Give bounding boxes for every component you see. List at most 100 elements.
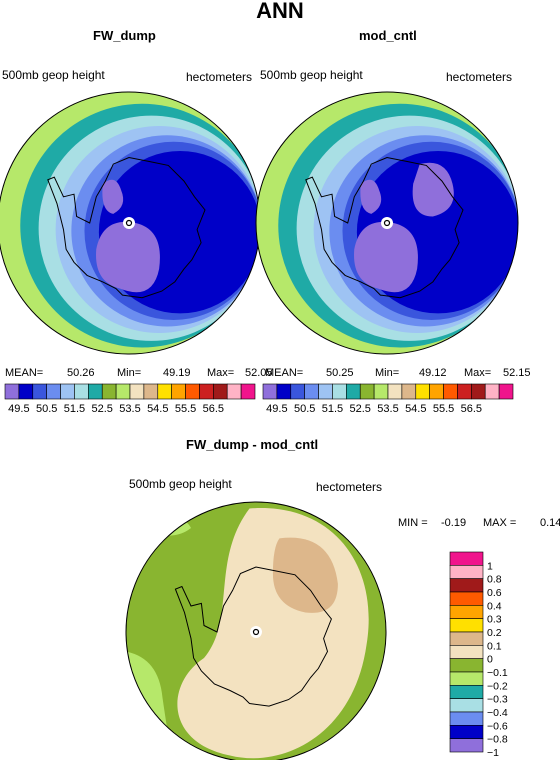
colorbar-swatch: [449, 631, 484, 646]
diff-colorbar: 1 0.80.60.4 0.30.20.1 0−0.1−0.2 −0.3−0.4−0.6…: [449, 551, 508, 759]
colorbar-tick-label: 55.5: [433, 403, 454, 415]
colorbar-swatch: [484, 383, 500, 400]
colorbar-swatch: [88, 383, 103, 400]
diff-title: FW_dump - mod_cntl: [186, 437, 319, 452]
colorbar-swatch: [449, 671, 484, 686]
colorbar-tick-label: 56.5: [461, 403, 482, 415]
colorbar-swatch: [185, 383, 200, 400]
colorbar-swatch: [262, 383, 278, 400]
colorbar-tick-label: 0.1: [487, 640, 502, 652]
panel-1-mean-label: MEAN=: [5, 367, 44, 379]
colorbar-swatch: [157, 383, 172, 400]
colorbar-tick-label: 53.5: [377, 403, 398, 415]
panel-1-left-label: 500mb geop height: [2, 68, 105, 82]
panel-2-mean-label: MEAN=: [265, 367, 304, 379]
low-region-south: [354, 221, 418, 293]
colorbar-swatch: [46, 383, 61, 400]
colorbar-tick-label: −0.1: [487, 667, 508, 679]
colorbar-tick-label: −1: [487, 747, 499, 759]
diff-min-value: -0.19: [441, 517, 467, 529]
panel-2-map: [255, 91, 519, 355]
colorbar-swatch: [101, 383, 117, 400]
pole-ring: [125, 219, 133, 227]
colorbar-tick-label: −0.4: [487, 707, 508, 719]
colorbar-tick-label: 51.5: [64, 403, 85, 415]
colorbar-swatch: [401, 383, 417, 400]
colorbar-swatch: [449, 685, 484, 699]
colorbar-swatch: [449, 645, 484, 659]
colorbar-swatch: [290, 383, 305, 400]
colorbar-tick-label: 1: [487, 560, 493, 572]
colorbar-tick-label: 54.5: [147, 403, 168, 415]
colorbar-swatch: [226, 383, 242, 400]
colorbar-tick-label: 50.5: [294, 403, 315, 415]
diff-high-region: [272, 537, 338, 613]
coastline: [305, 156, 464, 299]
coastline: [174, 566, 332, 707]
panel-1-max-value: 52.05: [245, 367, 273, 379]
colorbar-swatch: [171, 383, 186, 400]
colorbar-tick-label: 0.6: [487, 587, 502, 599]
colorbar-swatch: [457, 383, 472, 400]
panel-1-max-label: Max=: [207, 367, 235, 379]
colorbar-tick-label: 56.5: [203, 403, 224, 415]
diff-map: [125, 501, 387, 760]
colorbar-swatch: [18, 383, 34, 400]
colorbar-swatch: [346, 383, 361, 400]
colorbar-swatch: [449, 725, 484, 739]
colorbar-tick-label: 0: [487, 654, 493, 666]
colorbar-swatch: [129, 383, 145, 400]
diff-max-value: 0.14: [540, 517, 560, 529]
colorbar-swatch: [373, 383, 389, 400]
colorbar-tick-label: −0.8: [487, 734, 508, 746]
colorbar-tick-label: 50.5: [36, 403, 57, 415]
colorbar-swatch: [60, 383, 75, 400]
panel-1-min-value: 49.19: [163, 367, 191, 379]
panel-1-title: FW_dump: [93, 28, 156, 43]
colorbar-swatch: [4, 383, 20, 400]
colorbar-swatch: [449, 605, 484, 619]
coastline: [47, 156, 206, 299]
colorbar-tick-label: 0.3: [487, 614, 502, 626]
colorbar-tick-label: 49.5: [266, 403, 287, 415]
panel-1-colorbar: 49.5 50.5 51.5 52.5 53.5 54.5 55.5 56.5: [4, 383, 256, 415]
colorbar-tick-label: 0.2: [487, 627, 502, 639]
diff-left-label: 500mb geop height: [129, 477, 232, 491]
low-region-east: [412, 162, 454, 217]
colorbar-swatch: [449, 618, 484, 633]
colorbar-tick-label: −0.6: [487, 720, 508, 732]
low-region-south: [96, 221, 160, 293]
map-border: [125, 501, 387, 760]
pole-ring: [383, 219, 391, 227]
colorbar-swatch: [449, 578, 484, 593]
colorbar-swatch: [240, 383, 256, 400]
panel-1-min-label: Min=: [117, 367, 142, 379]
colorbar-swatch: [32, 383, 47, 400]
colorbar-swatch: [498, 383, 514, 400]
colorbar-swatch: [359, 383, 375, 400]
map-border: [255, 91, 519, 355]
panel-2-min-label: Min=: [375, 367, 400, 379]
panel-2-units: hectometers: [446, 70, 513, 84]
colorbar-tick-label: 49.5: [8, 403, 29, 415]
low-region-north: [102, 179, 124, 214]
colorbar-swatch: [449, 565, 484, 579]
colorbar-tick-label: 0.8: [487, 574, 502, 586]
colorbar-tick-label: 55.5: [175, 403, 196, 415]
colorbar-tick-label: 52.5: [92, 403, 113, 415]
colorbar-swatch: [213, 383, 228, 400]
panel-2-max-label: Max=: [464, 367, 492, 379]
panel-1-units: hectometers: [186, 70, 253, 84]
panel-2-title: mod_cntl: [359, 28, 417, 43]
panel-2-max-value: 52.15: [503, 367, 531, 379]
colorbar-tick-label: 54.5: [405, 403, 426, 415]
colorbar-swatch: [332, 383, 347, 400]
pole-marker: [250, 626, 262, 638]
colorbar-tick-label: 52.5: [350, 403, 371, 415]
pole-marker: [123, 217, 135, 229]
colorbar-swatch: [387, 383, 403, 400]
colorbar-swatch: [449, 591, 484, 606]
colorbar-swatch: [449, 738, 484, 753]
colorbar-tick-label: −0.3: [487, 694, 508, 706]
